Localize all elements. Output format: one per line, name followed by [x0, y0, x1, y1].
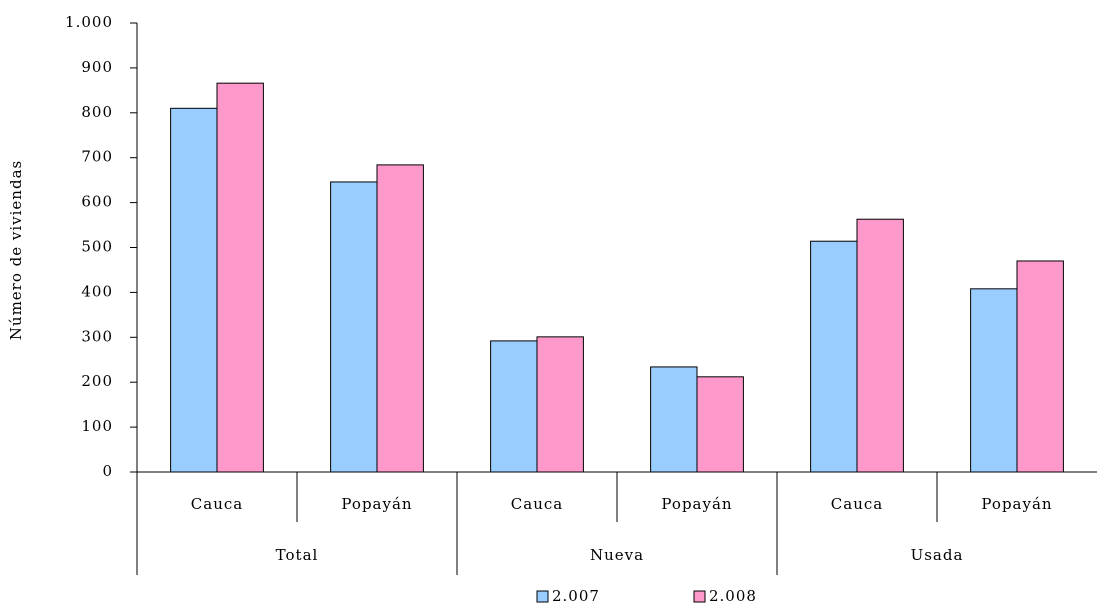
- group-label: Total: [276, 546, 319, 564]
- bar: [330, 181, 378, 473]
- y-tick-label: 800: [81, 103, 113, 121]
- legend-swatch: [536, 590, 549, 603]
- x-tick-label: Popayán: [661, 495, 732, 513]
- y-tick-label: 0: [102, 462, 113, 480]
- bar: [376, 164, 424, 473]
- y-tick-label: 600: [81, 193, 113, 211]
- bar: [216, 82, 264, 473]
- y-axis-title: Número de viviendas: [7, 160, 25, 340]
- group-label: Usada: [911, 546, 964, 564]
- y-tick-label: 500: [81, 238, 113, 256]
- bar: [1016, 260, 1064, 473]
- y-tick-label: 900: [81, 58, 113, 76]
- group-label: Nueva: [590, 546, 644, 564]
- x-tick-label: Cauca: [511, 495, 563, 513]
- y-tick-label: 700: [81, 148, 113, 166]
- y-tick-label: 400: [81, 282, 113, 300]
- y-tick-label: 300: [81, 327, 113, 345]
- x-tick-label: Popayán: [981, 495, 1052, 513]
- x-tick-label: Cauca: [191, 495, 243, 513]
- bar: [856, 218, 904, 473]
- x-tick-label: Popayán: [341, 495, 412, 513]
- bar: [490, 340, 538, 473]
- y-tick-label: 200: [81, 372, 113, 390]
- legend-swatch: [693, 590, 706, 603]
- bar: [970, 288, 1018, 473]
- bar: [650, 366, 698, 473]
- y-tick-label: 1.000: [65, 13, 113, 31]
- x-tick-label: Cauca: [831, 495, 883, 513]
- bar: [170, 107, 218, 473]
- bar: [536, 336, 584, 473]
- bar: [810, 240, 858, 473]
- y-tick-label: 100: [81, 417, 113, 435]
- bar: [696, 376, 744, 473]
- legend-label: 2.008: [709, 587, 757, 605]
- legend-label: 2.007: [552, 587, 600, 605]
